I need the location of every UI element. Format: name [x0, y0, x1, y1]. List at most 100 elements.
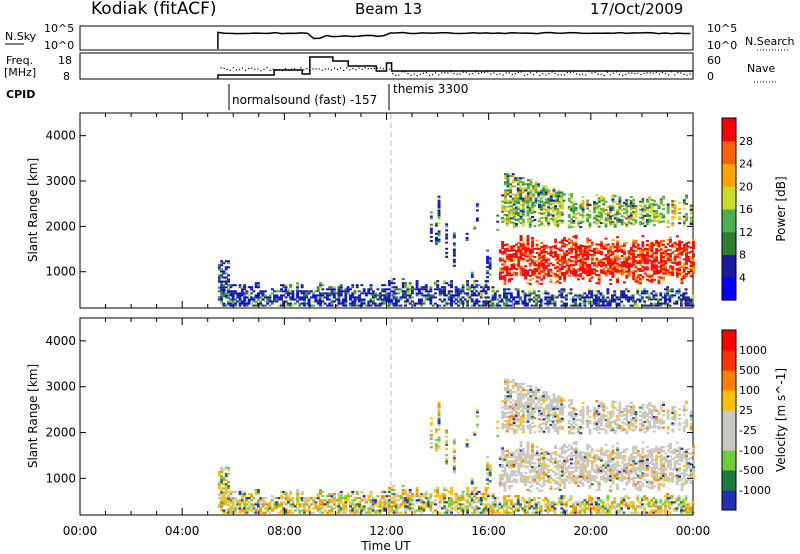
power-cell: [519, 177, 523, 180]
power-cell: [613, 268, 617, 271]
velocity-cell: [353, 507, 357, 510]
power-cell: [682, 219, 686, 222]
power-cell: [540, 256, 544, 259]
velocity-cell: [510, 451, 514, 454]
velocity-cell: [401, 490, 405, 493]
velocity-cell: [229, 497, 233, 500]
velocity-cell: [291, 497, 295, 500]
velocity-cell: [367, 509, 371, 512]
power-cell: [648, 220, 652, 223]
power-cell: [312, 300, 316, 303]
velocity-cell: [526, 443, 530, 446]
power-cell: [622, 292, 626, 295]
velocity-cell: [538, 460, 541, 463]
power-cell: [516, 294, 520, 297]
velocity-cell: [663, 501, 667, 504]
power-cell: [574, 263, 578, 266]
power-cell: [459, 292, 463, 295]
power-cell: [314, 298, 318, 301]
velocity-cell: [473, 499, 476, 502]
power-cell: [531, 207, 534, 210]
power-cell: [528, 205, 532, 208]
power-cell: [506, 201, 510, 204]
power-cell: [597, 207, 601, 210]
velocity-cell: [680, 501, 683, 504]
power-cell: [300, 290, 304, 293]
power-cell: [531, 261, 534, 264]
power-cell: [588, 210, 592, 213]
velocity-cell: [505, 474, 509, 477]
power-cell: [501, 271, 505, 274]
velocity-cell: [581, 503, 584, 506]
power-cell: [650, 209, 654, 212]
velocity-cell: [528, 456, 532, 459]
velocity-cell: [668, 507, 672, 510]
power-cell: [553, 294, 557, 297]
power-cell: [611, 206, 615, 209]
velocity-cell: [413, 495, 417, 498]
velocity-cell: [351, 490, 355, 493]
power-cell: [508, 219, 511, 222]
power-cell: [526, 259, 530, 262]
velocity-cell: [652, 511, 656, 514]
velocity-cell: [351, 493, 355, 496]
velocity-cell: [282, 501, 286, 504]
velocity-cell: [528, 507, 532, 510]
power-cell: [602, 268, 606, 271]
power-cell: [445, 223, 449, 226]
power-cell: [675, 253, 679, 256]
power-cell: [659, 216, 663, 219]
power-cell: [537, 201, 541, 204]
velocity-cell: [521, 454, 525, 457]
power-cell: [528, 223, 532, 226]
power-cell: [542, 195, 546, 198]
power-cell: [678, 242, 682, 245]
power-cell: [503, 248, 507, 251]
power-cell: [634, 270, 638, 273]
power-cell: [503, 266, 507, 269]
power-cell: [498, 267, 502, 270]
velocity-cell: [277, 503, 281, 506]
power-cell: [529, 183, 533, 186]
velocity-cell: [684, 499, 688, 502]
power-cell: [224, 276, 228, 279]
power-cell: [609, 264, 613, 267]
power-cell: [556, 224, 560, 227]
velocity-cell: [523, 507, 527, 510]
power-cell: [657, 300, 660, 303]
power-cell: [257, 294, 260, 297]
power-cell: [515, 223, 518, 225]
power-cell: [447, 292, 451, 295]
velocity-cell: [519, 503, 522, 506]
velocity-cell: [636, 497, 640, 500]
power-cell: [528, 294, 532, 297]
velocity-cell: [512, 465, 516, 468]
velocity-cell: [574, 507, 578, 510]
velocity-cell: [601, 509, 605, 512]
velocity-cell: [339, 509, 343, 512]
power-cell: [613, 195, 617, 197]
velocity-cell: [682, 509, 686, 512]
cpid-mode-themis: themis 3300: [393, 82, 468, 96]
power-cell: [606, 304, 610, 307]
velocity-cell: [531, 443, 534, 446]
velocity-cell: [404, 499, 407, 502]
power-cell: [682, 270, 686, 273]
power-cell: [562, 199, 566, 202]
velocity-cell: [437, 411, 441, 414]
power-cell: [602, 197, 606, 200]
power-cell: [484, 302, 488, 305]
power-cell: [245, 290, 249, 293]
power-cell: [501, 275, 505, 278]
power-cell: [504, 177, 507, 180]
power-cell: [650, 219, 654, 222]
power-cell: [678, 269, 682, 271]
velocity-cell: [680, 503, 683, 506]
velocity-cell: [540, 423, 544, 426]
power-cell: [581, 210, 585, 213]
power-cell: [394, 304, 398, 307]
power-cell: [558, 263, 562, 266]
power-cell: [316, 298, 320, 301]
power-cell: [657, 278, 661, 281]
power-cell: [240, 300, 244, 303]
